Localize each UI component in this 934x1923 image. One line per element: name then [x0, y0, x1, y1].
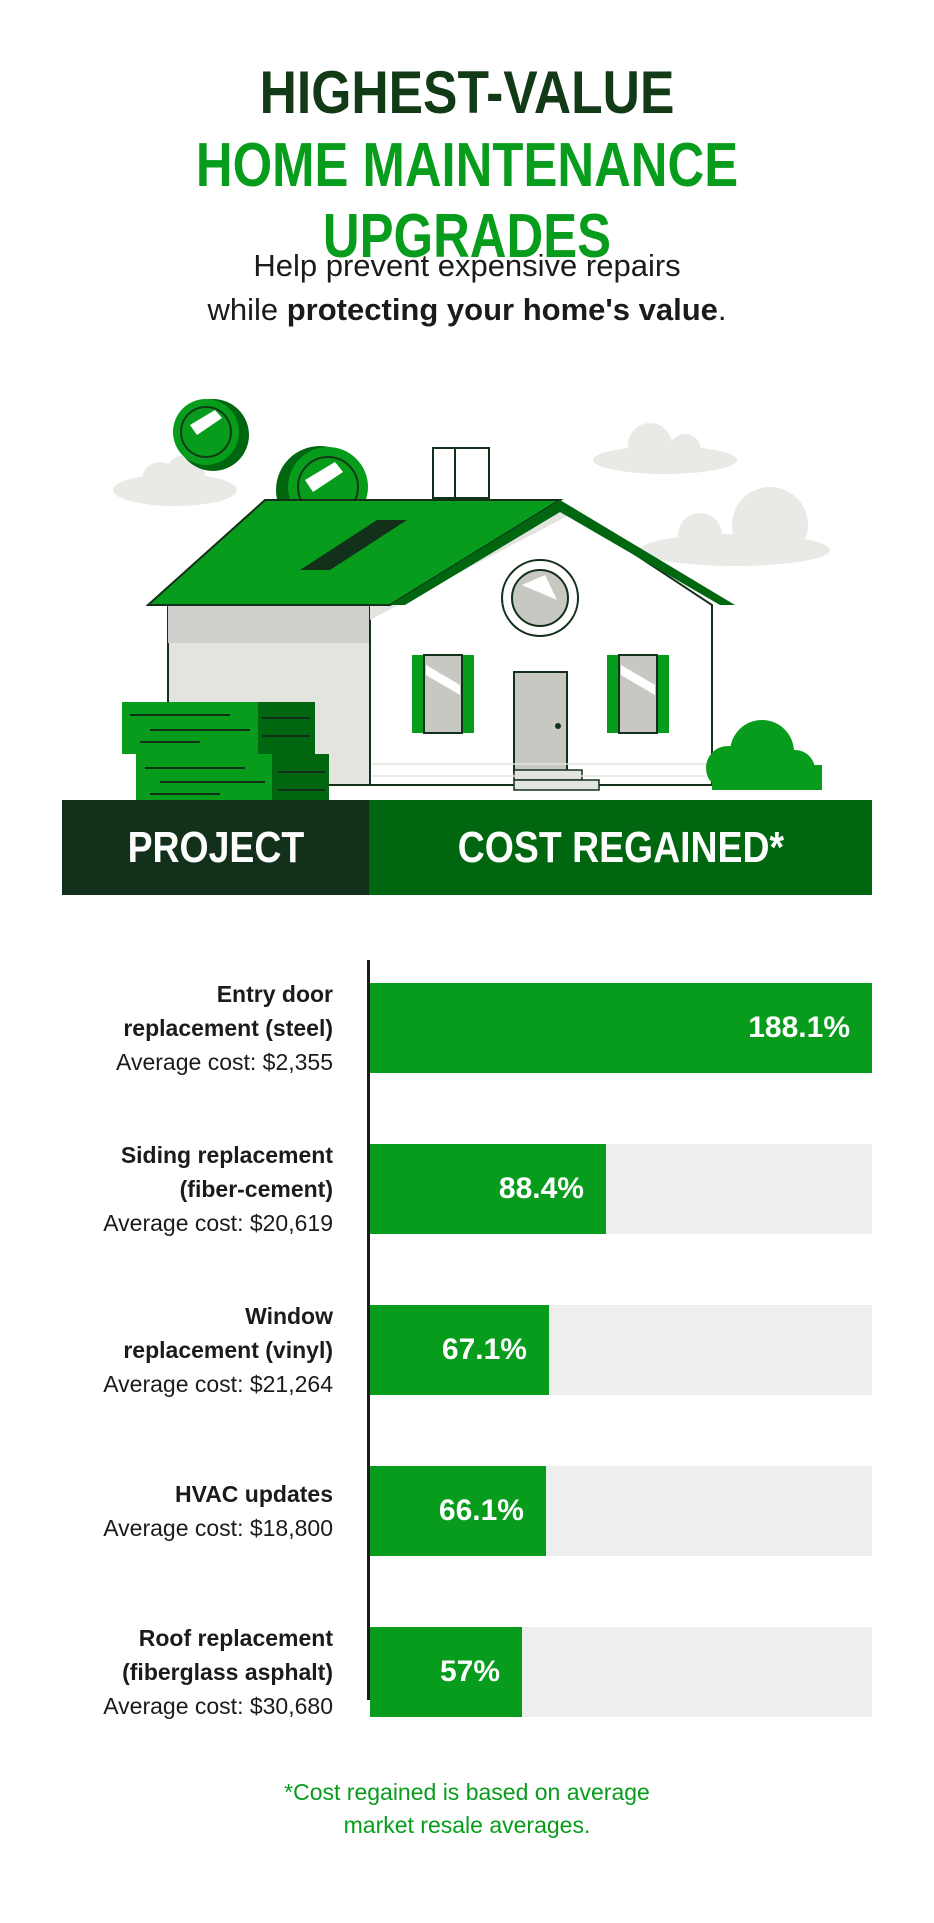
- bar: [370, 1144, 606, 1234]
- category-name-line: HVAC updates: [174, 1481, 333, 1507]
- subtitle-bold: protecting your home's value: [286, 292, 718, 327]
- chart-axis-line: [367, 960, 370, 1700]
- subtitle-line2: while protecting your home's value.: [0, 288, 934, 332]
- wood-stack: [122, 702, 329, 806]
- category-name-line: replacement (steel): [123, 1015, 333, 1041]
- subtitle-line1: Help prevent expensive repairs: [253, 248, 681, 283]
- average-cost-label: Average cost: $2,355: [116, 1049, 333, 1075]
- front-door: [513, 671, 568, 773]
- house-illustration: [113, 399, 830, 806]
- category-label: Siding replacement (fiber-cement) Average …: [40, 1138, 333, 1240]
- page-title-line1: HIGHEST-VALUE: [259, 59, 675, 126]
- bar-value-label: 66.1%: [438, 1494, 524, 1527]
- category-label: Window replacement (vinyl) Average cost: $…: [40, 1299, 333, 1401]
- category-label: Entry door replacement (steel) Average cos…: [40, 977, 333, 1079]
- coin-small-icon: [173, 399, 249, 471]
- footnote-line2: market resale averages.: [343, 1812, 591, 1838]
- bar: [370, 1305, 549, 1395]
- footnote-line1: *Cost regained is based on average: [284, 1779, 650, 1805]
- bar: [370, 983, 872, 1073]
- category-name-line: Siding replacement: [120, 1142, 333, 1168]
- bush: [706, 720, 822, 790]
- category-name-line: (fiberglass asphalt): [122, 1659, 333, 1685]
- category-name-line: replacement (vinyl): [123, 1337, 333, 1363]
- bar-value-label: 188.1%: [748, 1011, 850, 1044]
- category-name-line: Window: [245, 1303, 333, 1329]
- window-right: [607, 654, 669, 734]
- subtitle-suffix: .: [717, 292, 727, 327]
- category-name-line: Entry door: [216, 981, 333, 1007]
- average-cost-label: Average cost: $20,619: [103, 1210, 333, 1236]
- category-name-line: Roof replacement: [138, 1625, 333, 1651]
- bar-value-label: 57%: [439, 1655, 500, 1688]
- footnote: *Cost regained is based on average marke…: [0, 1776, 934, 1842]
- cloud-right-top: [593, 423, 737, 474]
- bar-value-label: 67.1%: [441, 1333, 527, 1366]
- column-header-project: PROJECT: [62, 800, 369, 895]
- subtitle: Help prevent expensive repairs while pro…: [0, 244, 934, 332]
- column-header-project-label: PROJECT: [127, 822, 304, 872]
- bar: [370, 1466, 546, 1556]
- column-header-cost-regained: COST REGAINED*: [369, 800, 872, 895]
- category-label: HVAC updates Average cost: $18,800: [40, 1477, 333, 1545]
- average-cost-label: Average cost: $30,680: [103, 1693, 333, 1719]
- average-cost-label: Average cost: $21,264: [103, 1371, 333, 1397]
- window-left: [412, 654, 474, 734]
- bar: [370, 1627, 522, 1717]
- column-header-cost-label: COST REGAINED*: [457, 822, 784, 872]
- subtitle-prefix: while: [207, 292, 287, 327]
- cloud-right-bottom: [640, 487, 830, 566]
- bar-value-label: 88.4%: [498, 1172, 584, 1205]
- category-label: Roof replacement (fiberglass asphalt) Aver…: [40, 1621, 333, 1723]
- category-name-line: (fiber-cement): [179, 1176, 333, 1202]
- average-cost-label: Average cost: $18,800: [103, 1515, 333, 1541]
- page-title-line2: HOME MAINTENANCE UPGRADES: [195, 131, 739, 271]
